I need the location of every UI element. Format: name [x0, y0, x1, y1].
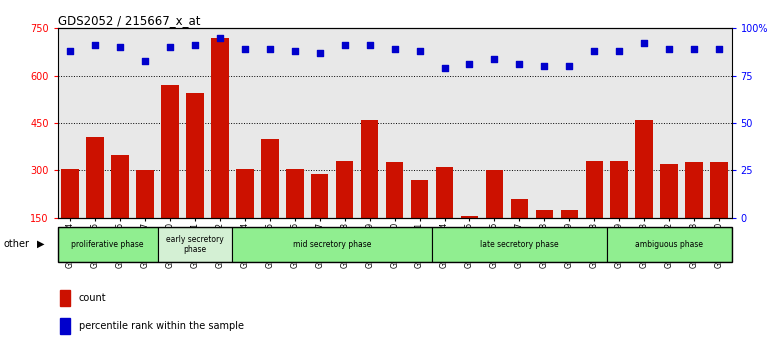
Point: [538, 63, 551, 69]
FancyBboxPatch shape: [233, 227, 432, 262]
Bar: [161, 85, 179, 218]
Bar: [486, 170, 503, 218]
Bar: [611, 161, 628, 218]
Bar: [211, 38, 229, 218]
Text: mid secretory phase: mid secretory phase: [293, 240, 371, 249]
Point: [613, 48, 625, 54]
Point: [64, 48, 76, 54]
Point: [363, 42, 376, 48]
Bar: [186, 93, 204, 218]
Bar: [86, 137, 104, 218]
FancyBboxPatch shape: [432, 227, 607, 262]
Bar: [60, 290, 70, 306]
FancyBboxPatch shape: [58, 227, 158, 262]
Point: [189, 42, 201, 48]
Bar: [386, 162, 403, 218]
Bar: [60, 318, 70, 334]
Point: [514, 62, 526, 67]
Point: [339, 42, 351, 48]
Text: other: other: [4, 239, 30, 249]
Bar: [585, 161, 603, 218]
Point: [139, 58, 151, 63]
Bar: [411, 180, 428, 218]
Point: [214, 35, 226, 41]
Bar: [361, 120, 378, 218]
Point: [563, 63, 575, 69]
Bar: [460, 216, 478, 218]
Text: count: count: [79, 293, 106, 303]
Bar: [511, 199, 528, 218]
Point: [464, 62, 476, 67]
Text: ambiguous phase: ambiguous phase: [635, 240, 703, 249]
Bar: [685, 162, 703, 218]
Point: [164, 45, 176, 50]
Point: [713, 46, 725, 52]
Bar: [536, 210, 553, 218]
Text: ▶: ▶: [37, 239, 45, 249]
Text: percentile rank within the sample: percentile rank within the sample: [79, 321, 243, 331]
Point: [663, 46, 675, 52]
Point: [289, 48, 301, 54]
Bar: [336, 161, 353, 218]
Point: [89, 42, 102, 48]
Text: proliferative phase: proliferative phase: [72, 240, 144, 249]
Bar: [561, 210, 578, 218]
Point: [488, 56, 500, 62]
Bar: [436, 167, 454, 218]
Bar: [661, 164, 678, 218]
Point: [413, 48, 426, 54]
FancyBboxPatch shape: [158, 227, 233, 262]
Bar: [112, 155, 129, 218]
Bar: [311, 173, 329, 218]
Bar: [62, 169, 79, 218]
Text: early secretory
phase: early secretory phase: [166, 235, 224, 254]
Point: [388, 46, 400, 52]
Bar: [286, 169, 303, 218]
Text: GDS2052 / 215667_x_at: GDS2052 / 215667_x_at: [58, 14, 200, 27]
Point: [114, 45, 126, 50]
Point: [438, 65, 450, 71]
Bar: [236, 169, 253, 218]
Bar: [136, 170, 154, 218]
Text: late secretory phase: late secretory phase: [480, 240, 559, 249]
Point: [588, 48, 601, 54]
Point: [313, 50, 326, 56]
Bar: [710, 162, 728, 218]
Bar: [261, 139, 279, 218]
FancyBboxPatch shape: [607, 227, 731, 262]
Bar: [635, 120, 653, 218]
Point: [239, 46, 251, 52]
Point: [638, 41, 651, 46]
Point: [263, 46, 276, 52]
Point: [688, 46, 700, 52]
